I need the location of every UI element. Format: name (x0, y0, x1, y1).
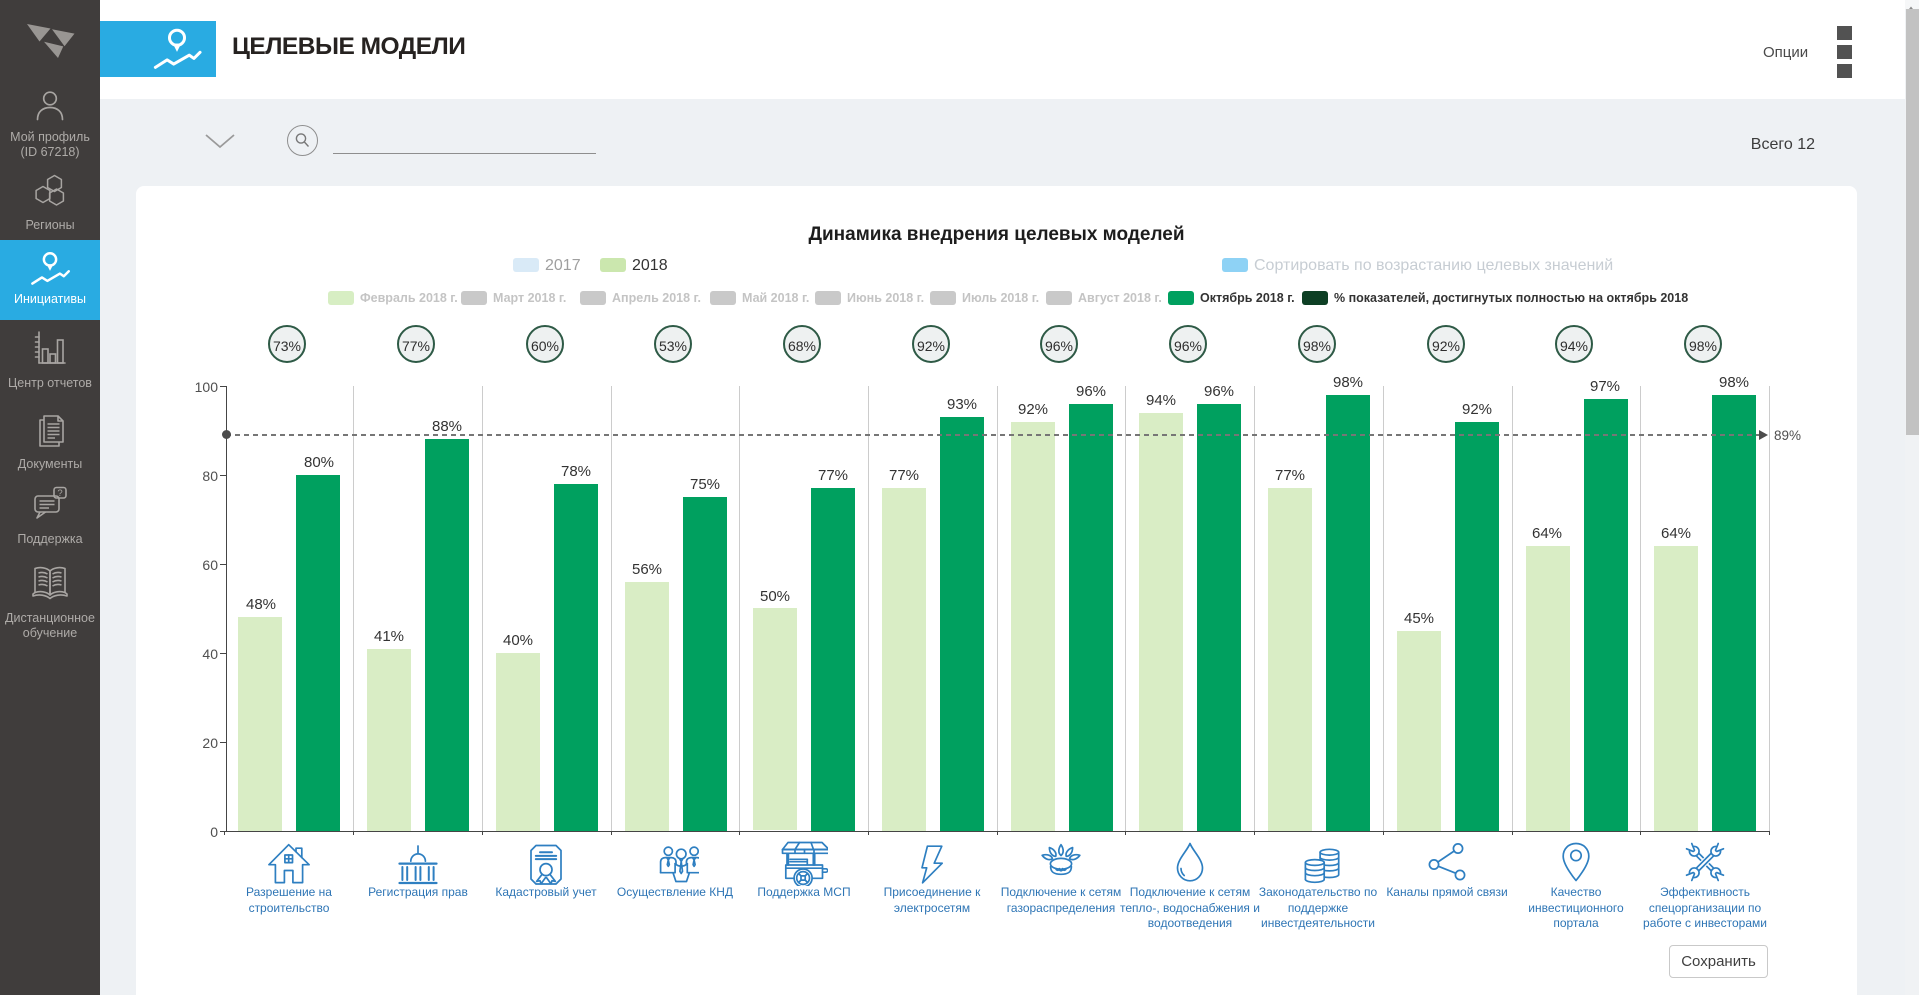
svg-text:?: ? (57, 488, 62, 499)
